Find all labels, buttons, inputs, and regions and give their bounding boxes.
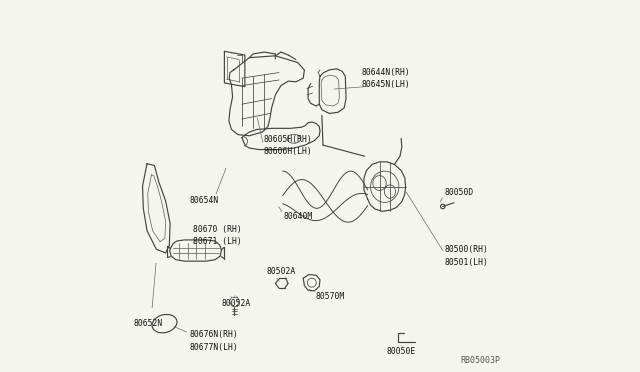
Text: 80670 (RH): 80670 (RH) bbox=[193, 225, 241, 234]
Text: 80606H(LH): 80606H(LH) bbox=[264, 147, 312, 156]
Text: 80676N(RH): 80676N(RH) bbox=[190, 330, 239, 339]
Text: 80645N(LH): 80645N(LH) bbox=[362, 80, 410, 89]
Text: 80500(RH): 80500(RH) bbox=[445, 246, 489, 254]
Text: 80052A: 80052A bbox=[221, 299, 251, 308]
Text: 80640M: 80640M bbox=[284, 212, 313, 221]
Text: 80654N: 80654N bbox=[189, 196, 219, 205]
Text: 80050E: 80050E bbox=[387, 347, 416, 356]
Text: 80671 (LH): 80671 (LH) bbox=[193, 237, 241, 246]
Text: 80677N(LH): 80677N(LH) bbox=[190, 343, 239, 352]
Text: 80501(LH): 80501(LH) bbox=[445, 258, 489, 267]
Text: 80570M: 80570M bbox=[316, 292, 345, 301]
Text: RB05003P: RB05003P bbox=[460, 356, 500, 365]
Text: 80605H(RH): 80605H(RH) bbox=[264, 135, 312, 144]
Text: 80502A: 80502A bbox=[266, 267, 295, 276]
Text: 80644N(RH): 80644N(RH) bbox=[362, 68, 410, 77]
Text: 80652N: 80652N bbox=[134, 319, 163, 328]
Text: 80050D: 80050D bbox=[445, 188, 474, 197]
